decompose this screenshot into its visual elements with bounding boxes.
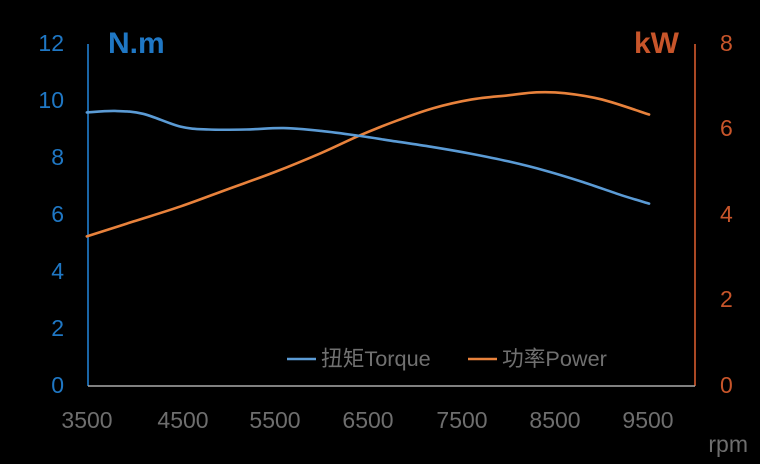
svg-text:8500: 8500	[529, 407, 580, 433]
svg-text:0: 0	[720, 372, 733, 398]
svg-text:8: 8	[51, 144, 64, 170]
svg-text:4: 4	[51, 258, 64, 284]
svg-text:rpm: rpm	[708, 431, 748, 457]
svg-text:9500: 9500	[622, 407, 673, 433]
svg-text:2: 2	[720, 286, 733, 312]
svg-text:6: 6	[720, 115, 733, 141]
svg-text:8: 8	[720, 30, 733, 56]
svg-text:10: 10	[38, 87, 64, 113]
svg-text:12: 12	[38, 30, 64, 56]
svg-text:7500: 7500	[436, 407, 487, 433]
svg-text:kW: kW	[634, 27, 680, 60]
svg-text:功率Power: 功率Power	[502, 346, 607, 371]
svg-text:4: 4	[720, 201, 733, 227]
svg-text:3500: 3500	[61, 407, 112, 433]
svg-text:扭矩Torque: 扭矩Torque	[321, 346, 431, 371]
svg-text:6500: 6500	[342, 407, 393, 433]
svg-text:N.m: N.m	[108, 27, 165, 60]
svg-text:6: 6	[51, 201, 64, 227]
svg-text:2: 2	[51, 315, 64, 341]
svg-text:0: 0	[51, 372, 64, 398]
svg-text:5500: 5500	[249, 407, 300, 433]
svg-text:4500: 4500	[157, 407, 208, 433]
